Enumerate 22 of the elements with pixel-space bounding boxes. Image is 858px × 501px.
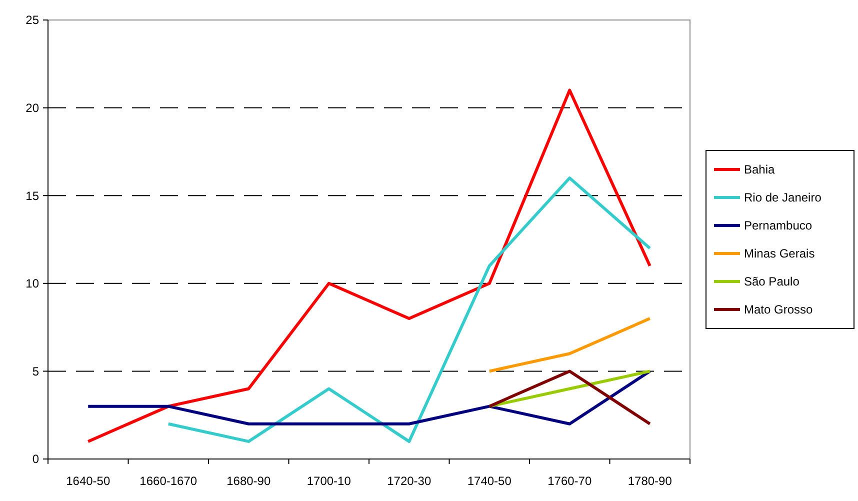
line-series: [166, 176, 652, 443]
y-tick-label: 20: [26, 101, 40, 115]
y-tick-label: 15: [26, 188, 40, 203]
y-tick-label: 25: [26, 13, 40, 28]
x-tick-label: 1640-50: [66, 474, 110, 488]
y-tick-label: 5: [32, 364, 40, 378]
x-tick-label: 1780-90: [628, 474, 672, 488]
x-tick-label: 1740-50: [467, 474, 512, 488]
y-tick-label: 10: [26, 276, 40, 291]
legend-label: Minas Gerais: [744, 246, 815, 261]
legend-label: Mato Grosso: [744, 302, 814, 317]
legend-label: São Paulo: [744, 274, 800, 289]
x-tick-label: 1700-10: [306, 474, 352, 488]
x-tick-label: 1680-90: [226, 474, 271, 488]
legend-label: Pernambuco: [744, 218, 812, 233]
x-tick-label: 1760-70: [548, 474, 592, 488]
x-tick-label: 1720-30: [387, 474, 432, 488]
legend-label: Rio de Janeiro: [744, 190, 822, 205]
line-series: [86, 88, 652, 443]
y-tick-label: 0: [32, 452, 40, 466]
x-tick-label: 1660-1670: [140, 474, 198, 488]
legend-label: Bahia: [744, 162, 776, 177]
